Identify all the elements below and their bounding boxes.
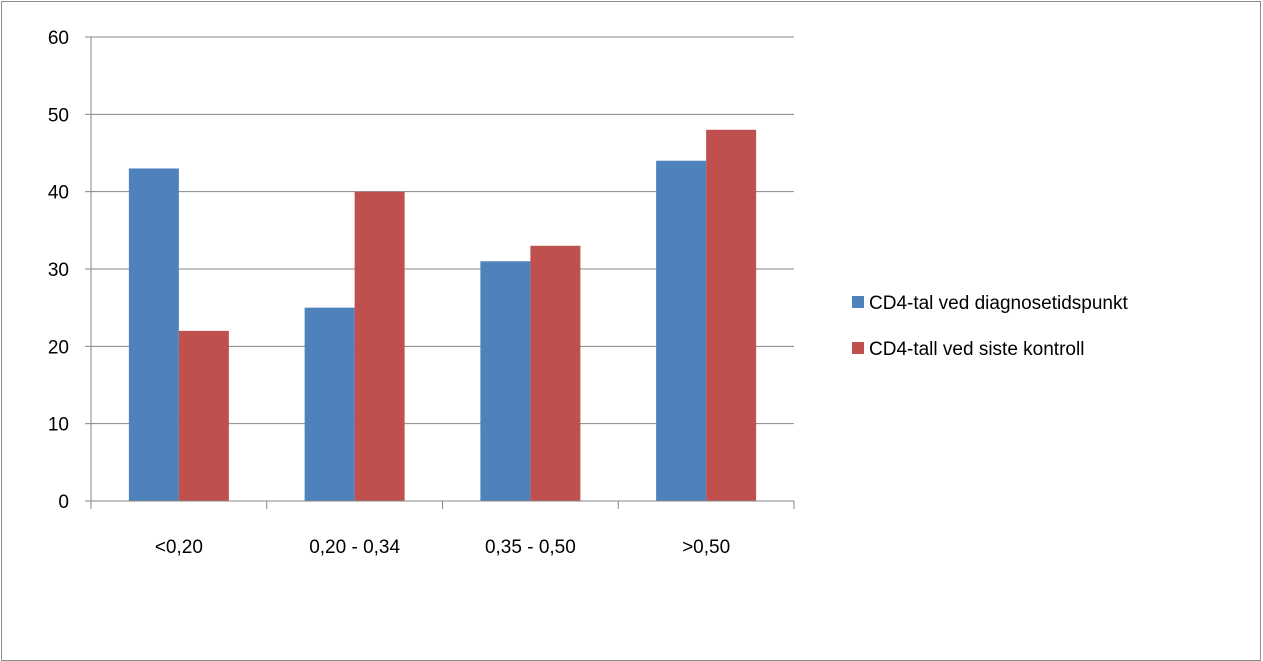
bar-1-3 bbox=[706, 129, 757, 502]
x-tick-label-3: >0,50 bbox=[682, 537, 730, 558]
y-tick-label-2: 20 bbox=[48, 337, 69, 358]
bar-1-0 bbox=[178, 330, 229, 501]
legend: CD4-tal ved diagnosetidspunkt CD4-tall ve… bbox=[852, 293, 1128, 360]
legend-swatch-1 bbox=[852, 342, 864, 354]
bar-0-0 bbox=[128, 168, 179, 501]
x-tick-label-1: 0,20 - 0,34 bbox=[309, 537, 400, 558]
bar-0-2 bbox=[480, 261, 531, 501]
y-tick-label-6: 60 bbox=[48, 28, 69, 49]
bar-1-2 bbox=[530, 245, 581, 501]
y-tick-label-3: 30 bbox=[48, 260, 69, 281]
y-tick-label-1: 10 bbox=[48, 415, 69, 436]
legend-label-0: CD4-tal ved diagnosetidspunkt bbox=[869, 293, 1128, 314]
y-tick-label-4: 40 bbox=[48, 183, 69, 204]
y-tick-label-0: 0 bbox=[58, 492, 69, 513]
bar-0-3 bbox=[656, 160, 707, 501]
axes: 0 10 20 30 40 50 60 <0,20 0,20 - 0,34 0,35 - 0,50… bbox=[48, 28, 795, 558]
legend-label-1: CD4-tall ved siste kontroll bbox=[869, 339, 1084, 360]
x-tick-label-2: 0,35 - 0,50 bbox=[485, 537, 576, 558]
legend-swatch-0 bbox=[852, 296, 864, 308]
bar-0-1 bbox=[304, 307, 355, 501]
y-tick-label-5: 50 bbox=[48, 105, 69, 126]
bar-1-1 bbox=[354, 191, 405, 501]
x-tick-label-0: <0,20 bbox=[155, 537, 203, 558]
bars bbox=[128, 129, 757, 502]
